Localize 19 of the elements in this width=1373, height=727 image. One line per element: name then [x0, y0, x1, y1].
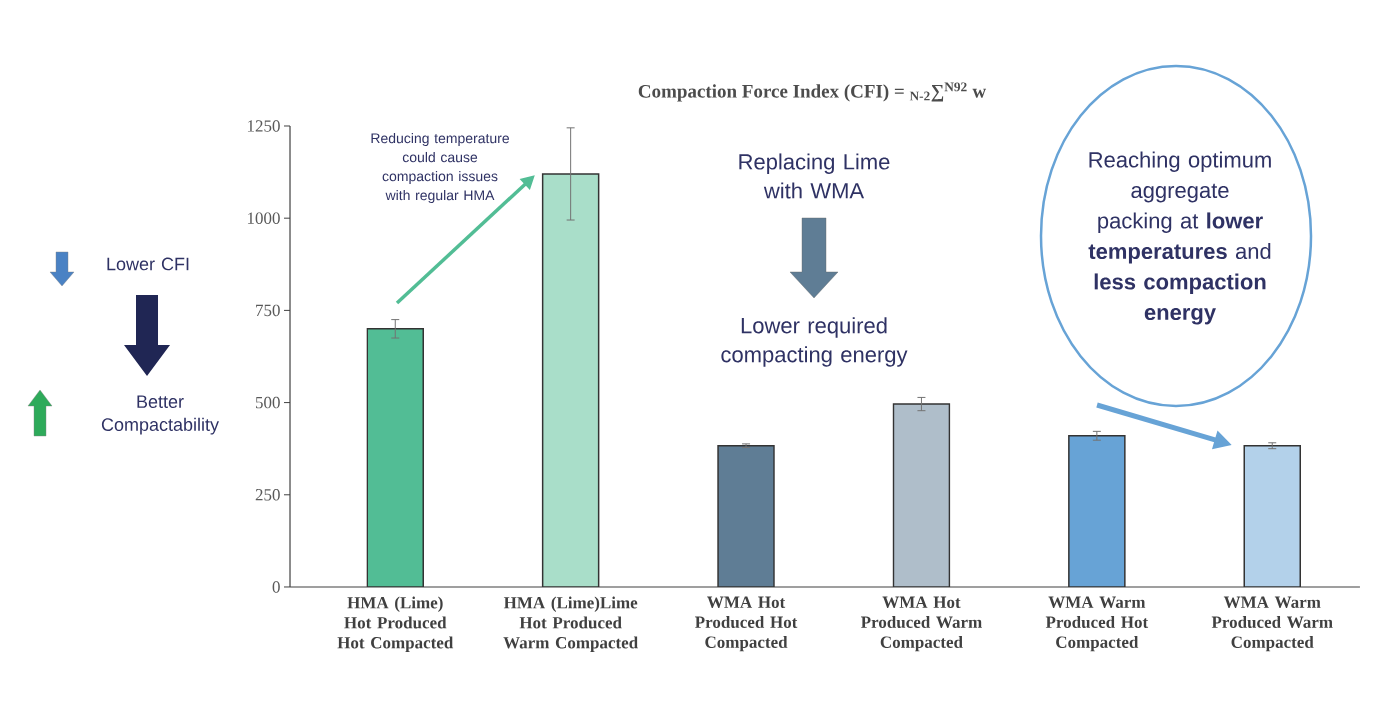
- annotation: Reducing temperature could cause compaction issues with regular HMA: [371, 132, 510, 204]
- annotation: Replacing Lime with WMA: [739, 153, 890, 199]
- x-tick-label: HMA (Lime)Lime Hot Produced Warm Compacted: [503, 596, 638, 652]
- y-tick-label: 1000: [247, 212, 280, 224]
- x-tick-label: WMA Warm Produced Hot Compacted: [1045, 596, 1149, 652]
- y-tick-label: 750: [256, 304, 280, 317]
- x-tick-label: HMA (Lime) Hot Produced Hot Compacted: [337, 596, 454, 652]
- annotation: Reaching optimum aggregate packing at lower temperatures and less compaction energy: [1088, 151, 1271, 325]
- y-tick-label: 500: [255, 396, 280, 409]
- text: Better Compactability: [101, 395, 219, 435]
- text: Lower CFI: [107, 257, 189, 271]
- chart-title: Compaction Force Index (CFI) = $_{N-2}$∑$^{N92}$ w: [638, 82, 987, 102]
- x-tick-label: WMA Warm Produced Warm Compacted: [1211, 596, 1333, 652]
- annotation: Lower required compacting energy: [721, 317, 908, 367]
- y-tick-label: 0: [272, 581, 280, 593]
- x-tick-label: WMA Hot Produced Warm Compacted: [860, 596, 982, 652]
- y-tick-label: 250: [255, 489, 280, 501]
- x-tick-label: WMA Hot Produced Hot Compacted: [695, 596, 798, 652]
- y-tick-label: 1250: [247, 120, 280, 132]
